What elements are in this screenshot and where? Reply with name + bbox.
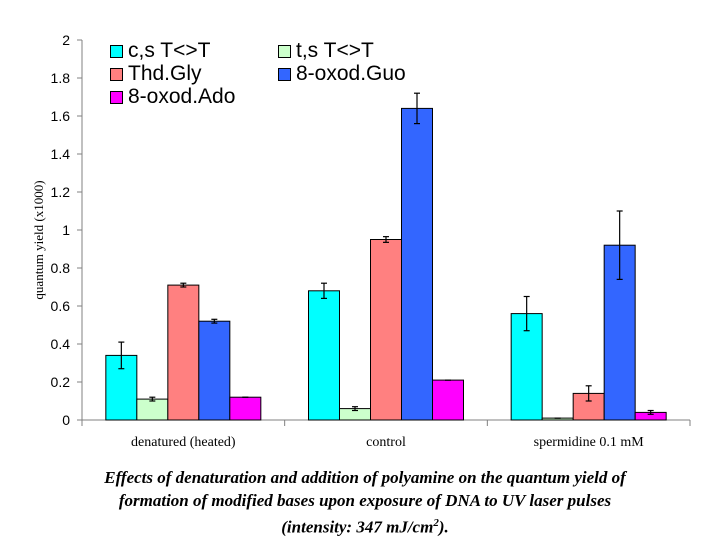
bar xyxy=(432,379,464,421)
bar xyxy=(136,398,169,421)
y-tick-label: 0 xyxy=(62,412,70,428)
y-tick-label: 1 xyxy=(62,222,70,238)
caption-line-2: formation of modified bases upon exposur… xyxy=(118,491,612,510)
legend-item-thd-gly: Thd.Gly xyxy=(110,63,278,85)
y-tick-label: 0.8 xyxy=(51,260,71,276)
y-tick-label: 0.6 xyxy=(51,298,71,314)
y-tick-label: 1.2 xyxy=(51,184,71,200)
figure-caption: Effects of denaturation and addition of … xyxy=(30,466,700,539)
legend-swatch xyxy=(278,67,291,81)
legend-label: c,s T<>T xyxy=(128,39,211,62)
bar xyxy=(370,239,402,421)
bar xyxy=(198,320,231,421)
bar xyxy=(167,284,200,421)
caption-line-3: (intensity: 347 mJ/cm2). xyxy=(30,512,700,539)
bar xyxy=(401,107,433,421)
legend-item-cs-tt: c,s T<>T xyxy=(110,40,278,62)
legend-label: 8-oxod.Ado xyxy=(128,85,236,108)
x-tick-label: spermidine 0.1 mM xyxy=(534,435,645,450)
y-tick-label: 1.4 xyxy=(51,146,71,162)
caption-line-3-end: ). xyxy=(438,517,449,537)
legend-label: Thd.Gly xyxy=(128,62,202,85)
legend: c,s T<>T t,s T<>T Thd.Gly 8-oxod.Guo 8-o… xyxy=(110,40,438,108)
caption-line-3-text: (intensity: 347 mJ/cm xyxy=(281,517,434,537)
bar-chart: 0 0.2 0.4 0.6 0.8 1 1.2 1.4 1.6 1.8 2 quantum yield… xyxy=(31,32,691,450)
caption-superscript: 2 xyxy=(433,517,439,529)
y-tick-label: 1.8 xyxy=(51,70,71,86)
legend-swatch xyxy=(278,44,291,58)
bar xyxy=(510,313,543,421)
legend-swatch xyxy=(110,90,123,104)
y-axis-title: quantum yield (x1000) xyxy=(31,180,46,299)
legend-label: 8-oxod.Guo xyxy=(296,62,406,85)
legend-item-8-oxod-guo: 8-oxod.Guo xyxy=(278,63,438,85)
legend-swatch xyxy=(110,67,123,81)
caption-line-1: Effects of denaturation and addition of … xyxy=(104,468,626,487)
x-tick-label: denatured (heated) xyxy=(131,435,236,450)
legend-swatch xyxy=(110,44,123,58)
legend-label: t,s T<>T xyxy=(296,39,374,62)
y-tick-label: 1.6 xyxy=(51,108,71,124)
legend-item-8-oxod-ado: 8-oxod.Ado xyxy=(110,86,278,108)
legend-item-ts-tt: t,s T<>T xyxy=(278,40,438,62)
y-tick-label: 0.2 xyxy=(51,374,71,390)
bar xyxy=(229,396,262,421)
y-tick-label: 0.4 xyxy=(51,336,71,352)
bar xyxy=(308,290,340,421)
x-tick-label: control xyxy=(366,435,406,450)
y-tick-label: 2 xyxy=(62,32,70,48)
